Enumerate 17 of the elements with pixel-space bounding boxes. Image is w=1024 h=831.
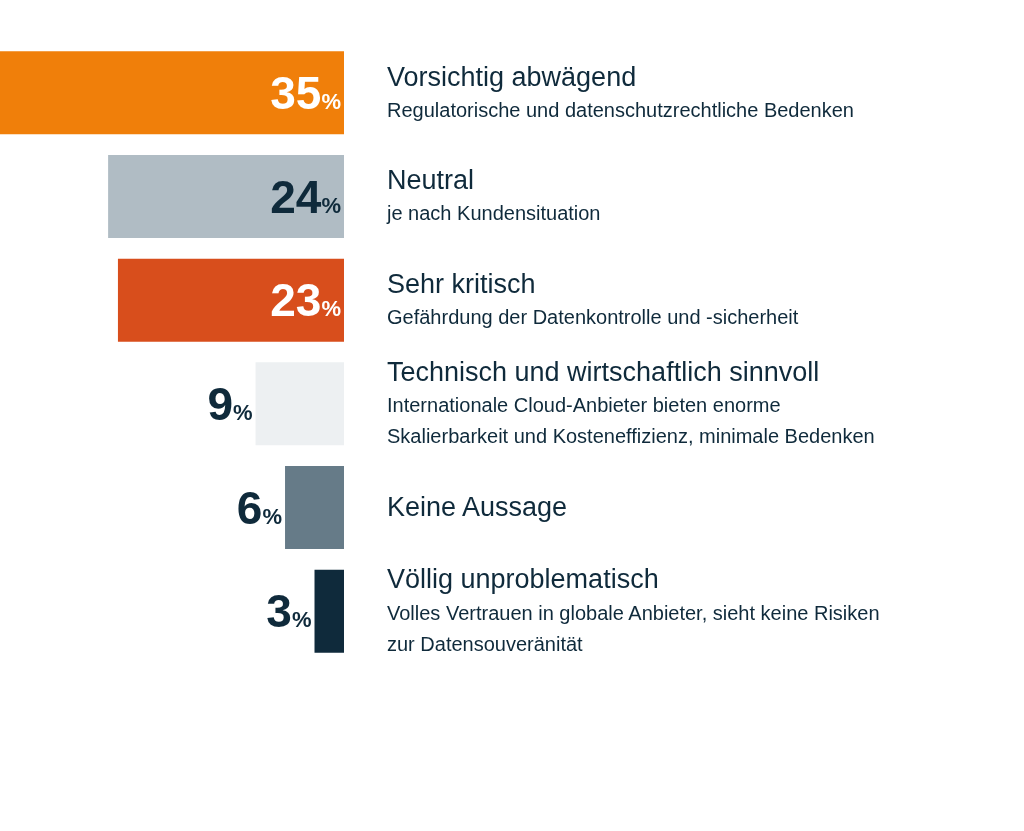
y-tick-label: Sehr kritisch Gefährdung der Datenkontrolle und -sicherheit	[387, 268, 799, 329]
data-label: 9%	[207, 377, 253, 430]
data-label: 24%	[270, 170, 341, 223]
bar	[117, 258, 344, 342]
bar	[0, 51, 344, 135]
bar	[314, 569, 344, 653]
data-label: 35%	[270, 66, 341, 119]
y-tick-label: Keine Aussage	[387, 491, 568, 522]
data-label: 6%	[236, 481, 283, 534]
y-tick-label: Völlig unproblematisch Volles Vertrauen in globale Anbieter, sieht keine Risiken zur Datensouveränität	[387, 564, 880, 655]
data-label: 23%	[270, 274, 341, 327]
y-tick-label: Technisch und wirtschaftlich sinnvoll Internationale Cloud-Anbieter bieten enorme Skalierbarkeit und Kosteneffizienz, minimale Bedenken	[387, 357, 875, 448]
y-tick-label: Neutral je nach Kundensituation	[386, 165, 601, 225]
data-label: 3%	[266, 585, 312, 638]
bar	[108, 155, 344, 238]
y-tick-label: Vorsichtig abwägend Regulatorische und datenschutzrechtliche Bedenken	[387, 61, 854, 121]
bar	[285, 466, 344, 549]
